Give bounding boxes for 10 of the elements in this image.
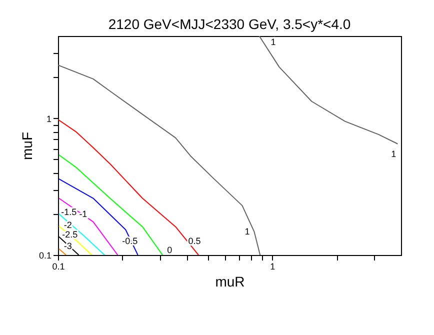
series-label: 1 <box>270 37 276 47</box>
series-label: -2 <box>64 220 72 230</box>
series-label: 0.5 <box>188 236 201 246</box>
series-label: 0 <box>167 245 172 255</box>
series-label: 1 <box>244 226 250 237</box>
chart-title: 2120 GeV<MJJ<2330 GeV, 3.5<y*<4.0 <box>108 16 351 32</box>
y-axis-title: muF <box>18 132 35 160</box>
x-axis-title: muR <box>215 274 245 290</box>
text: 1 <box>391 148 396 159</box>
series-label: -1.5 <box>61 206 77 217</box>
